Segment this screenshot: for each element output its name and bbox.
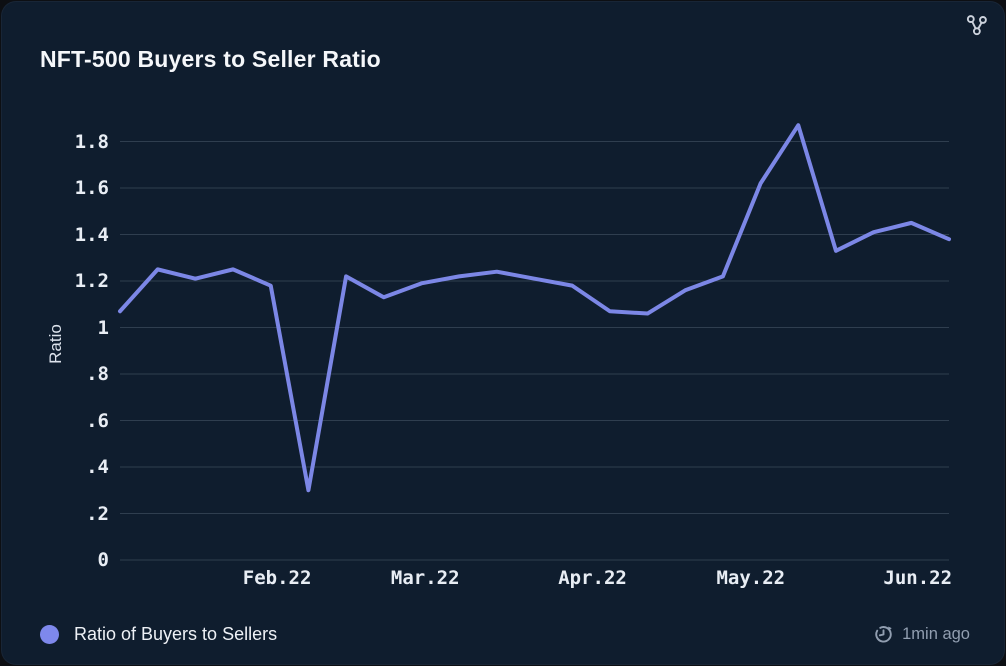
x-tick-label: Feb.22 — [242, 567, 312, 589]
legend-dot — [40, 624, 59, 644]
y-tick-label: 1 — [97, 316, 109, 339]
y-tick-label: 0 — [97, 549, 109, 571]
clock-refresh-icon — [873, 624, 894, 645]
y-tick-label: 1.2 — [74, 270, 109, 292]
fork-button[interactable] — [960, 10, 992, 42]
x-tick-label: May.22 — [716, 567, 786, 589]
y-tick-label: .2 — [86, 502, 109, 525]
chart-footer: Ratio of Buyers to Sellers 1min ago — [2, 612, 1004, 656]
legend-item[interactable]: Ratio of Buyers to Sellers — [40, 624, 277, 645]
last-updated-text: 1min ago — [902, 624, 970, 643]
legend-label: Ratio of Buyers to Sellers — [74, 623, 278, 644]
fork-nodes-icon — [962, 13, 990, 39]
chart-title: NFT-500 Buyers to Seller Ratio — [40, 46, 381, 72]
y-tick-label: 1.4 — [74, 223, 109, 246]
y-tick-label: 1.6 — [74, 177, 109, 199]
last-updated: 1min ago — [873, 624, 970, 645]
x-tick-label: Jun.22 — [883, 567, 953, 589]
x-tick-label: Mar.22 — [390, 567, 460, 589]
y-tick-label: .4 — [86, 456, 109, 478]
x-tick-label: Apr.22 — [558, 567, 627, 589]
y-tick-label: .6 — [86, 409, 109, 432]
series-line — [118, 123, 951, 493]
y-tick-label: 1.8 — [74, 130, 109, 153]
y-tick-label: .8 — [86, 363, 109, 385]
